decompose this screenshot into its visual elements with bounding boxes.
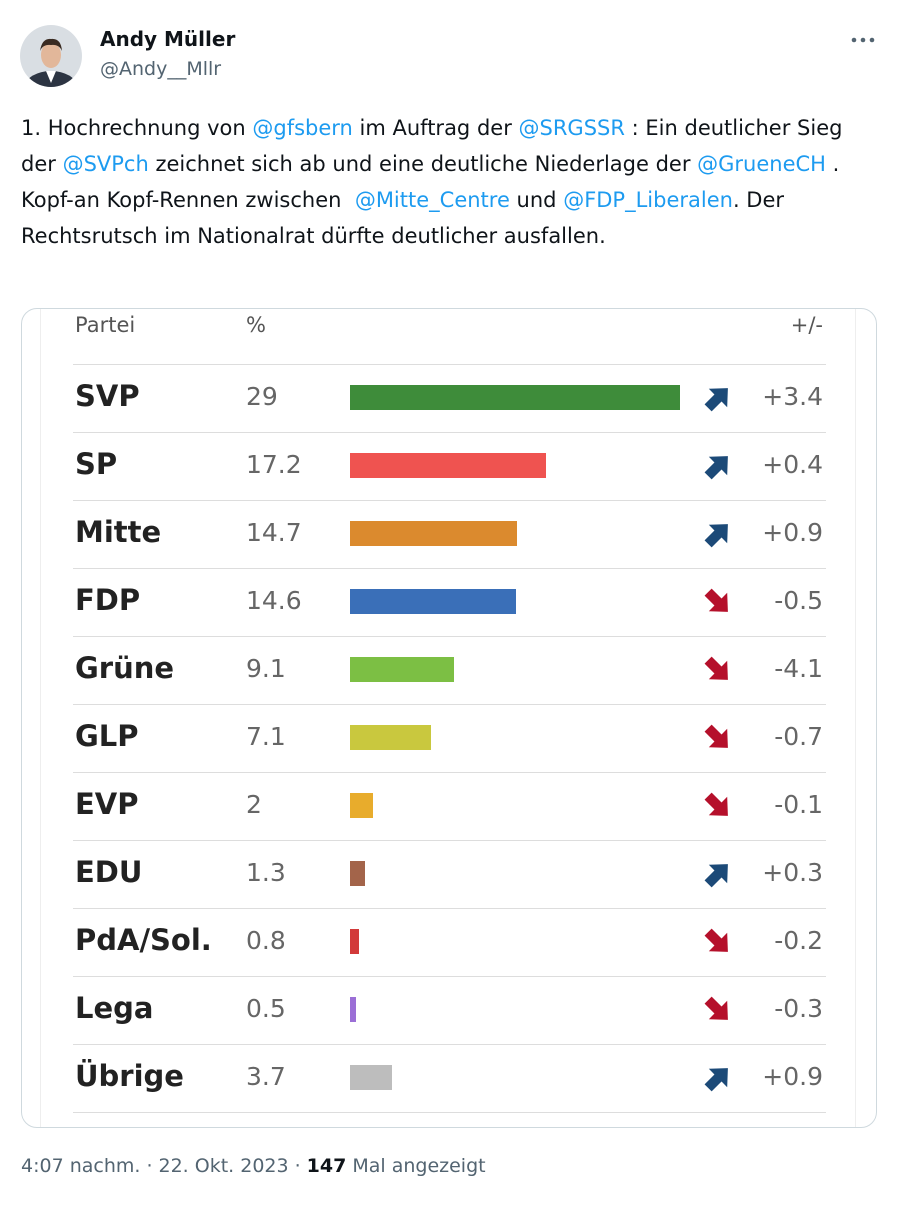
change: +0.9	[762, 518, 823, 547]
text-segment: zeichnet sich ab und eine deutliche Nied…	[148, 152, 698, 176]
views-label: Mal angezeigt	[352, 1155, 486, 1177]
party-name: GLP	[75, 719, 139, 753]
change: +3.4	[762, 382, 823, 411]
change: +0.4	[762, 450, 823, 479]
party-name: EDU	[75, 855, 143, 889]
mention[interactable]: @SRGSSR	[518, 116, 625, 140]
separator	[140, 1155, 158, 1177]
percent: 14.7	[246, 518, 302, 547]
party-name: Grüne	[75, 651, 175, 685]
change: +0.3	[762, 858, 823, 887]
change: -0.5	[774, 586, 823, 615]
party-name: Mitte	[75, 515, 162, 549]
percent: 1.3	[246, 858, 286, 887]
text-segment: 1. Hochrechnung von	[21, 116, 253, 140]
mention[interactable]: @SVPch	[62, 152, 149, 176]
arrow-down	[704, 724, 728, 748]
arrow-down	[704, 588, 728, 612]
percent: 2	[246, 790, 262, 819]
views-count: 147	[306, 1155, 347, 1177]
more-menu[interactable]	[850, 34, 878, 46]
percent: 14.6	[246, 586, 302, 615]
bar	[350, 861, 365, 886]
row-divider	[73, 500, 826, 501]
party-name: SVP	[75, 379, 140, 413]
date[interactable]: 22. Okt. 2023	[158, 1155, 289, 1177]
row-divider	[73, 1112, 826, 1113]
author-handle[interactable]: @Andy__Mllr	[100, 58, 222, 80]
bar	[350, 589, 517, 614]
row-divider	[73, 636, 826, 637]
party-name: SP	[75, 447, 118, 481]
party-name: FDP	[75, 583, 141, 617]
tweet-text: 1. Hochrechnung von @gfsbern im Auftrag …	[21, 110, 881, 254]
bar	[350, 997, 356, 1022]
arrow-down	[704, 928, 728, 952]
change: -0.3	[774, 994, 823, 1023]
mention[interactable]: @gfsbern	[252, 116, 353, 140]
separator	[289, 1155, 307, 1177]
change: -0.2	[774, 926, 823, 955]
image-edge	[855, 309, 856, 1127]
arrow-up	[704, 864, 728, 888]
row-divider	[73, 432, 826, 433]
arrow-up	[704, 456, 728, 480]
percent: 17.2	[246, 450, 302, 479]
arrow-up	[704, 388, 728, 412]
column-header: Partei	[75, 313, 136, 337]
row-divider	[73, 772, 826, 773]
avatar[interactable]	[20, 25, 82, 87]
tweet-footer: 4:07 nachm. 22. Okt. 2023 147 Mal angezeig…	[21, 1155, 486, 1177]
text-segment: im Auftrag der	[352, 116, 519, 140]
party-name: EVP	[75, 787, 139, 821]
text-segment: und	[509, 188, 564, 212]
row-divider	[73, 976, 826, 977]
mention[interactable]: @GrueneCH	[697, 152, 826, 176]
text-segment: . Kopf-an Kopf-Rennen zwischen	[21, 152, 847, 212]
change: -4.1	[774, 654, 823, 683]
percent: 0.8	[246, 926, 286, 955]
percent: 9.1	[246, 654, 286, 683]
mention[interactable]: @FDP_Liberalen	[563, 188, 733, 212]
change: +0.9	[762, 1062, 823, 1091]
party-name: Übrige	[75, 1059, 184, 1093]
row-divider	[73, 364, 826, 365]
column-header: +/-	[790, 313, 823, 337]
mention[interactable]: @Mitte_Centre	[354, 188, 510, 212]
author-name[interactable]: Andy Müller	[100, 27, 236, 51]
percent: 3.7	[246, 1062, 286, 1091]
bar	[350, 725, 431, 750]
change: -0.1	[774, 790, 823, 819]
row-divider	[73, 908, 826, 909]
arrow-up	[704, 524, 728, 548]
row-divider	[73, 840, 826, 841]
percent: 0.5	[246, 994, 286, 1023]
time[interactable]: 4:07 nachm.	[21, 1155, 141, 1177]
column-header: %	[246, 313, 266, 337]
percent: 7.1	[246, 722, 286, 751]
arrow-down	[704, 996, 728, 1020]
bar	[350, 1065, 393, 1090]
party-name: Lega	[75, 991, 154, 1025]
party-name: PdA/Sol.	[75, 923, 212, 957]
bar	[350, 793, 373, 818]
text-segment: . Der Rechtsrutsch im Nationalrat dürfte…	[21, 188, 791, 248]
image-edge	[40, 309, 41, 1127]
bar	[350, 453, 546, 478]
row-divider	[73, 568, 826, 569]
bar	[350, 521, 518, 546]
arrow-up	[704, 1068, 728, 1092]
bar	[350, 385, 681, 410]
text-segment: : Ein deutlicher Sieg der	[21, 116, 850, 176]
percent: 29	[246, 382, 278, 411]
media-card[interactable]	[21, 308, 877, 1128]
row-divider	[73, 704, 826, 705]
change: -0.7	[774, 722, 823, 751]
arrow-down	[704, 656, 728, 680]
arrow-down	[704, 792, 728, 816]
bar	[350, 929, 360, 954]
bar	[350, 657, 454, 682]
row-divider	[73, 1044, 826, 1045]
